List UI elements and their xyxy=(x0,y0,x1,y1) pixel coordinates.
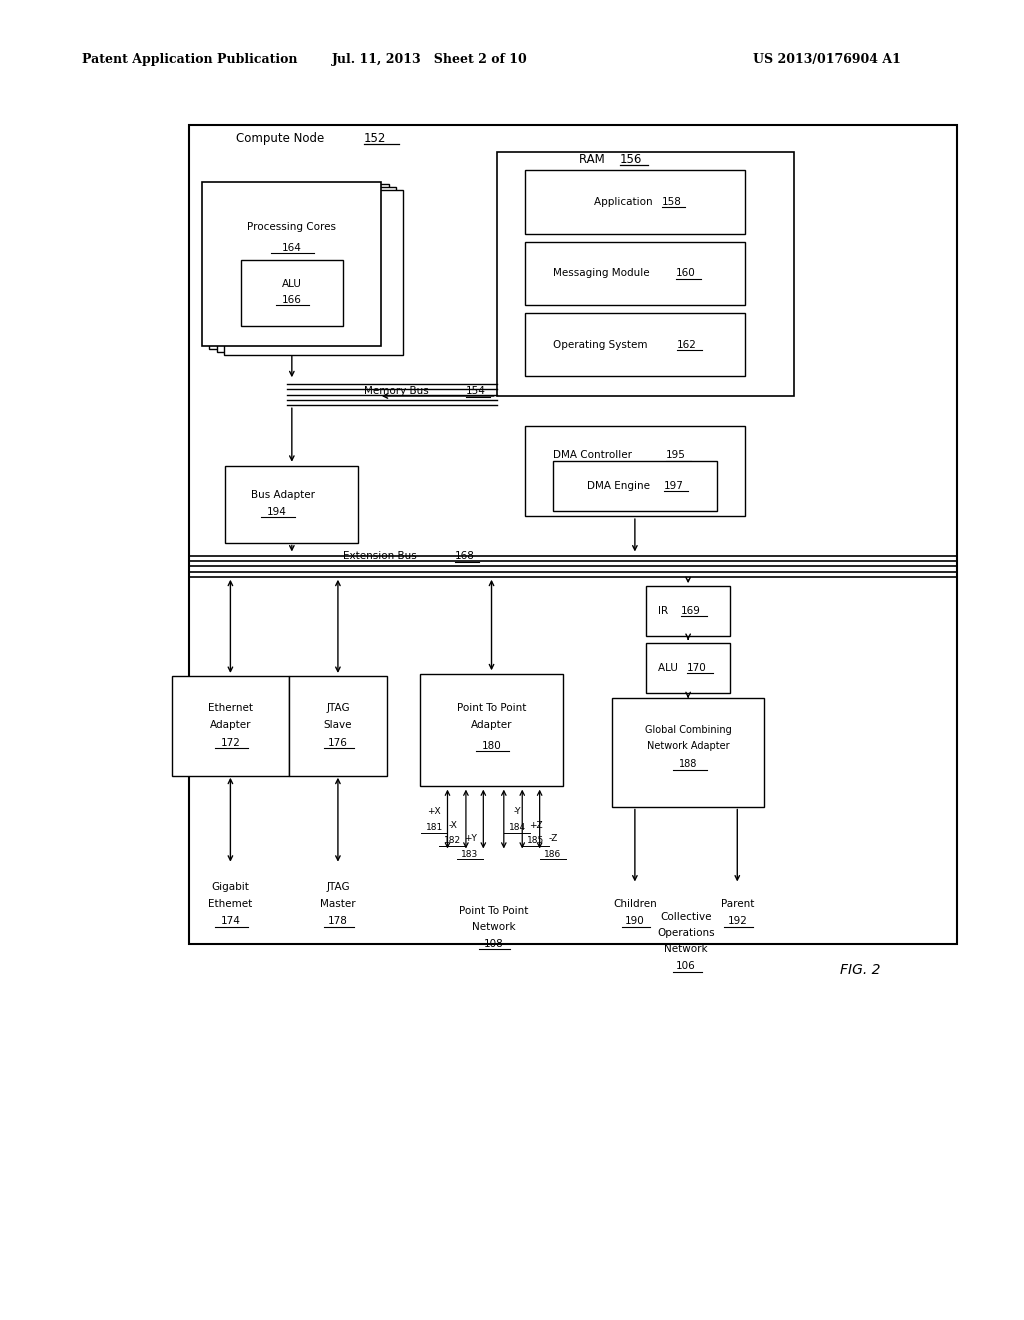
Text: 190: 190 xyxy=(625,916,645,927)
Text: DMA Controller: DMA Controller xyxy=(553,450,638,461)
FancyBboxPatch shape xyxy=(225,466,358,543)
Text: 174: 174 xyxy=(220,916,241,927)
FancyBboxPatch shape xyxy=(646,586,730,636)
Text: Point To Point: Point To Point xyxy=(457,702,526,713)
Text: Adapter: Adapter xyxy=(471,719,512,730)
Text: 183: 183 xyxy=(462,850,478,858)
Text: Global Combining: Global Combining xyxy=(645,725,731,735)
Text: IR: IR xyxy=(658,606,675,616)
Text: 188: 188 xyxy=(679,759,697,770)
Text: 108: 108 xyxy=(483,939,504,949)
Text: Network: Network xyxy=(472,921,515,932)
Text: 182: 182 xyxy=(444,837,461,845)
FancyBboxPatch shape xyxy=(524,242,744,305)
Text: Point To Point: Point To Point xyxy=(459,906,528,916)
Text: 192: 192 xyxy=(727,916,748,927)
FancyBboxPatch shape xyxy=(202,181,381,346)
FancyBboxPatch shape xyxy=(241,260,343,326)
Text: Messaging Module: Messaging Module xyxy=(553,268,656,279)
FancyBboxPatch shape xyxy=(524,170,744,234)
FancyBboxPatch shape xyxy=(290,676,387,776)
FancyBboxPatch shape xyxy=(217,187,395,352)
Text: Extension Bus: Extension Bus xyxy=(343,550,423,561)
Text: 162: 162 xyxy=(677,339,696,350)
Text: ALU: ALU xyxy=(282,279,302,289)
Text: 160: 160 xyxy=(676,268,695,279)
Text: -X: -X xyxy=(449,821,457,829)
Text: Operations: Operations xyxy=(657,928,715,939)
Text: ALU: ALU xyxy=(658,663,685,673)
FancyBboxPatch shape xyxy=(497,152,794,396)
Text: 186: 186 xyxy=(545,850,561,858)
Text: 178: 178 xyxy=(328,916,348,927)
FancyBboxPatch shape xyxy=(189,125,957,944)
FancyBboxPatch shape xyxy=(524,426,744,516)
FancyBboxPatch shape xyxy=(612,698,764,807)
Text: 170: 170 xyxy=(687,663,707,673)
Text: 158: 158 xyxy=(662,197,681,207)
Text: US 2013/0176904 A1: US 2013/0176904 A1 xyxy=(754,53,901,66)
Text: -Z: -Z xyxy=(548,834,558,842)
Text: 152: 152 xyxy=(364,132,386,145)
Text: Children: Children xyxy=(613,899,656,909)
Text: FIG. 2: FIG. 2 xyxy=(840,964,881,977)
Text: Network Adapter: Network Adapter xyxy=(647,741,729,751)
Text: Memory Bus: Memory Bus xyxy=(364,385,435,396)
Text: Processing Cores: Processing Cores xyxy=(248,222,336,232)
Text: 154: 154 xyxy=(466,385,485,396)
Text: Network: Network xyxy=(665,944,708,954)
Text: RAM: RAM xyxy=(579,153,611,166)
Text: Collective: Collective xyxy=(660,912,712,923)
Text: Slave: Slave xyxy=(324,719,352,730)
Text: -Y: -Y xyxy=(513,808,521,816)
Text: 156: 156 xyxy=(620,153,642,166)
Text: Operating System: Operating System xyxy=(553,339,654,350)
Text: Jul. 11, 2013   Sheet 2 of 10: Jul. 11, 2013 Sheet 2 of 10 xyxy=(332,53,528,66)
Text: 197: 197 xyxy=(664,480,683,491)
Text: Ethemet: Ethemet xyxy=(208,899,253,909)
FancyBboxPatch shape xyxy=(420,673,563,785)
Text: Gigabit: Gigabit xyxy=(212,882,249,892)
Text: 185: 185 xyxy=(527,837,544,845)
Text: 168: 168 xyxy=(455,550,474,561)
FancyBboxPatch shape xyxy=(223,190,402,355)
Text: Master: Master xyxy=(321,899,355,909)
Text: JTAG: JTAG xyxy=(326,882,350,892)
Text: Parent: Parent xyxy=(721,899,754,909)
Text: 169: 169 xyxy=(681,606,700,616)
Text: DMA Engine: DMA Engine xyxy=(587,480,656,491)
Text: Patent Application Publication: Patent Application Publication xyxy=(82,53,297,66)
Text: 106: 106 xyxy=(676,961,696,972)
Text: +X: +X xyxy=(427,808,441,816)
Text: Bus Adapter: Bus Adapter xyxy=(251,490,315,500)
FancyBboxPatch shape xyxy=(524,313,744,376)
Text: 176: 176 xyxy=(328,738,348,748)
Text: JTAG: JTAG xyxy=(326,702,350,713)
Text: 180: 180 xyxy=(481,741,502,751)
Text: 166: 166 xyxy=(282,294,302,305)
Text: 195: 195 xyxy=(666,450,685,461)
Text: 184: 184 xyxy=(509,824,525,832)
FancyBboxPatch shape xyxy=(553,461,717,511)
Text: 194: 194 xyxy=(266,507,287,517)
Text: 181: 181 xyxy=(426,824,442,832)
FancyBboxPatch shape xyxy=(172,676,290,776)
Text: Application: Application xyxy=(594,197,659,207)
Text: Adapter: Adapter xyxy=(210,719,251,730)
Text: 164: 164 xyxy=(282,243,302,253)
FancyBboxPatch shape xyxy=(209,185,388,350)
Text: +Z: +Z xyxy=(528,821,543,829)
Text: +Y: +Y xyxy=(464,834,476,842)
Text: 172: 172 xyxy=(220,738,241,748)
Text: Compute Node: Compute Node xyxy=(236,132,332,145)
Text: Ethernet: Ethernet xyxy=(208,702,253,713)
FancyBboxPatch shape xyxy=(646,643,730,693)
